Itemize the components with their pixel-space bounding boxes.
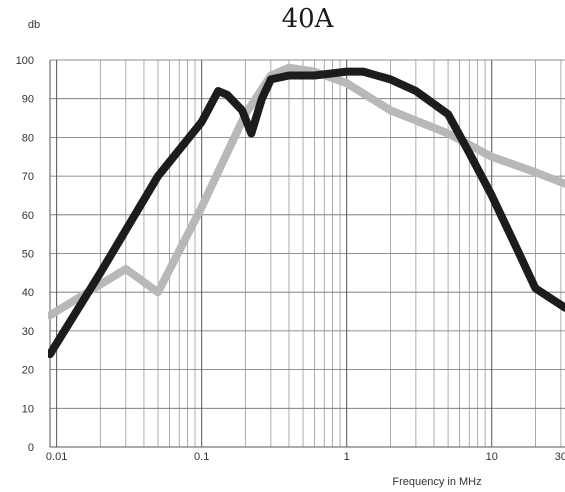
y-tick-labels: 0 10 20 30 40 50 60 70 80 90 100 bbox=[16, 55, 34, 454]
y-tick-label: 80 bbox=[22, 132, 34, 144]
series-line-1 bbox=[48, 63, 565, 320]
y-tick-label: 70 bbox=[22, 171, 34, 183]
y-tick-label: 0 bbox=[28, 442, 34, 454]
x-tick-label: 10 bbox=[486, 451, 498, 463]
y-tick-label: 50 bbox=[22, 249, 34, 261]
x-tick-label: 30 bbox=[555, 451, 565, 463]
y-tick-label: 30 bbox=[22, 326, 34, 338]
grid bbox=[49, 59, 565, 448]
series-lines bbox=[48, 63, 565, 359]
y-tick-label: 10 bbox=[22, 403, 34, 415]
x-tick-label: 1 bbox=[344, 451, 350, 463]
y-tick-label: 100 bbox=[16, 55, 34, 67]
x-tick-label: 0.01 bbox=[46, 451, 67, 463]
x-axis-label: Frequency in MHz bbox=[392, 476, 481, 488]
chart-title: 40A bbox=[281, 4, 334, 34]
y-tick-label: 20 bbox=[22, 365, 34, 377]
series-line-0 bbox=[48, 67, 565, 359]
x-tick-label: 0.1 bbox=[194, 451, 209, 463]
y-tick-label: 60 bbox=[22, 210, 34, 222]
y-tick-label: 90 bbox=[22, 94, 34, 106]
x-tick-labels: 0.01 0.1 1 10 30 bbox=[46, 451, 565, 463]
y-tick-label: 40 bbox=[22, 287, 34, 299]
y-axis-label: db bbox=[28, 19, 40, 31]
